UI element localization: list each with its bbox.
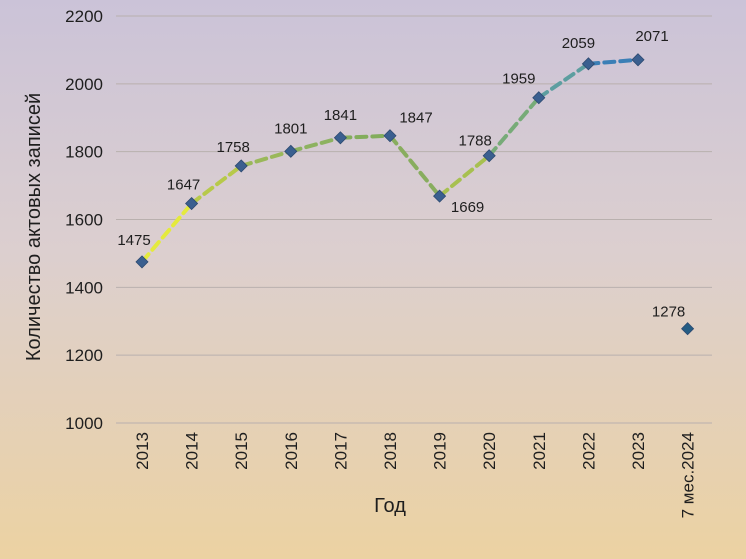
x-axis-title: Год <box>374 495 406 517</box>
line-segment <box>288 135 343 154</box>
data-label: 1788 <box>459 133 492 150</box>
line-segment <box>338 133 392 140</box>
data-labels: 1475 1647 1758 1801 1841 1847 1669 1788 1959 2059… <box>117 28 685 321</box>
x-tick-label: 2020 <box>480 432 499 470</box>
line-segment <box>140 201 194 264</box>
data-label: 1647 <box>167 177 200 194</box>
data-label: 1758 <box>217 139 250 156</box>
gridlines <box>116 15 712 424</box>
x-tick-label: 2018 <box>381 432 400 470</box>
data-point <box>581 57 595 71</box>
data-label: 2071 <box>635 28 668 45</box>
x-tick-label: 2021 <box>530 432 549 470</box>
data-point <box>234 159 248 173</box>
data-label: 1801 <box>274 120 307 137</box>
y-tick-label: 2000 <box>65 75 103 94</box>
line-segment <box>388 133 442 199</box>
data-label: 1669 <box>451 199 484 216</box>
x-tick-label: 2016 <box>282 432 301 470</box>
y-tick-label: 1600 <box>65 211 103 230</box>
data-label: 2059 <box>562 35 595 52</box>
series-line <box>140 57 640 264</box>
data-label: 1959 <box>502 71 535 88</box>
data-point <box>532 91 546 105</box>
data-label: 1475 <box>117 232 150 249</box>
data-point <box>383 129 397 143</box>
x-tick-label: 7 мес.2024 <box>679 432 698 518</box>
x-tick-label: 2014 <box>183 432 202 470</box>
x-axis-ticks: 2013 2014 2015 2016 2017 2018 2019 2020 2021 2022… <box>133 432 698 518</box>
y-tick-label: 2200 <box>65 7 103 26</box>
line-segment <box>437 153 492 199</box>
data-point <box>284 144 298 158</box>
x-tick-label: 2022 <box>579 432 598 470</box>
data-markers <box>135 53 695 336</box>
line-segment <box>487 95 541 158</box>
line-segment <box>536 61 591 100</box>
x-tick-label: 2013 <box>133 432 152 470</box>
x-tick-label: 2019 <box>431 432 450 470</box>
y-tick-label: 1800 <box>65 143 103 162</box>
data-point <box>433 189 447 203</box>
data-label: 1278 <box>652 304 685 321</box>
y-tick-label: 1400 <box>65 278 103 297</box>
data-point <box>681 322 695 336</box>
y-tick-label: 1200 <box>65 346 103 365</box>
data-point <box>333 131 347 145</box>
line-segment <box>189 163 244 206</box>
y-axis-title: Количество актовых записей <box>23 93 45 361</box>
y-axis-ticks: 1000 1200 1400 1600 1800 2000 2200 <box>65 7 103 433</box>
data-point <box>135 255 149 269</box>
x-tick-label: 2017 <box>331 432 350 470</box>
x-tick-label: 2023 <box>629 432 648 470</box>
data-point <box>185 196 199 211</box>
x-tick-label: 2015 <box>232 432 251 470</box>
line-segment <box>586 57 640 66</box>
data-label: 1841 <box>324 107 357 124</box>
data-point <box>482 149 496 163</box>
data-label: 1847 <box>399 110 432 127</box>
data-point <box>631 53 645 67</box>
y-tick-label: 1000 <box>65 414 103 433</box>
line-segment <box>239 149 293 168</box>
